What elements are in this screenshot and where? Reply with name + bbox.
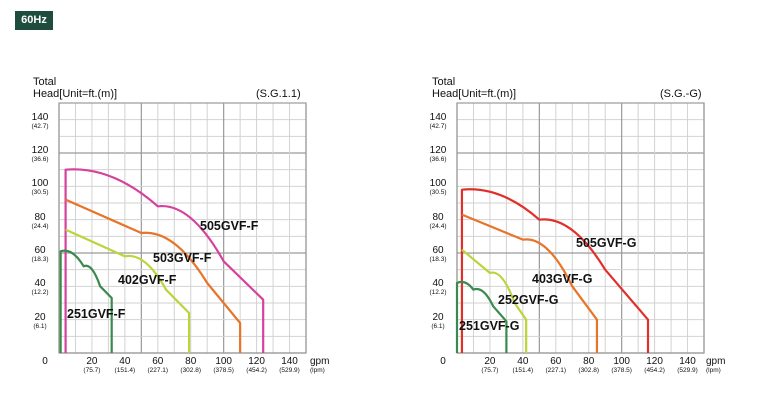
y-tick: 100 (30.5) [31, 178, 49, 197]
y-tick: 60 (18.3) [429, 245, 447, 264]
x-tick: 80 (302.8) [180, 356, 202, 375]
x-tick: 80 (302.8) [578, 356, 600, 375]
plot-1: 505GVF-G 403GVF-G 252GVF-G 251GVF-G [455, 102, 705, 354]
plot-0: 505GVF-F 503GVF-F 402GVF-F 251GVF-F [58, 102, 307, 354]
y-axis-title-line1: Total [432, 76, 456, 88]
curve-label: 505GVF-G [576, 236, 636, 250]
x-tick: 60 (227.1) [545, 356, 567, 375]
curve-label: 505GVF-F [200, 219, 259, 233]
curve-503GVF-F [65, 198, 242, 353]
x-unit: gpm (lpm) [310, 357, 329, 375]
y-tick: 80 (24.4) [429, 211, 447, 230]
curve-label: 251GVF-F [67, 307, 126, 321]
y-axis-title-line2: Head[Unit=ft.(m)] [33, 88, 118, 100]
curve-251GVF-G [455, 280, 508, 353]
curve-252GVF-G [461, 248, 528, 353]
x-tick: 40 (151.4) [114, 356, 136, 375]
y-tick: 60 (18.3) [31, 245, 49, 264]
curve-505GVF-G [460, 188, 650, 353]
curve-403GVF-G [461, 213, 599, 353]
y-tick: 20 (6.1) [33, 311, 47, 330]
y-tick: 140 (42.7) [429, 111, 447, 130]
y-axis-title: Total Head[Unit=ft.(m)] [432, 76, 516, 100]
y-tick: 40 (12.2) [429, 278, 447, 297]
y-axis-title: Total Head[Unit=ft.(m)] [33, 76, 117, 100]
x-unit: gpm (lpm) [706, 357, 725, 375]
curve-402GVF-F [65, 228, 191, 353]
curve-label: 503GVF-F [153, 251, 212, 265]
y-axis-title-line2: Head[Unit=ft.(m)] [432, 88, 517, 100]
y-tick: 140 (42.7) [31, 111, 49, 130]
y-tick: 120 (36.6) [31, 145, 49, 164]
curve-label: 252GVF-G [498, 293, 558, 307]
x-unit-gpm: gpm [706, 356, 726, 367]
specific-gravity-label: (S.G.1.1) [256, 88, 301, 100]
specific-gravity-label: (S.G.-G) [660, 88, 702, 100]
plot-frame [456, 102, 705, 354]
curve-505GVF-F [64, 168, 265, 353]
x-unit-lpm: (lpm) [706, 367, 721, 374]
x-tick-zero: 0 [42, 356, 48, 367]
x-tick: 20 (75.7) [481, 356, 499, 375]
x-tick: 120 (454.2) [644, 356, 665, 375]
x-tick-zero: 0 [440, 356, 446, 367]
x-tick: 100 (378.5) [213, 356, 234, 375]
curve-251GVF-F [59, 249, 113, 353]
y-tick: 80 (24.4) [31, 211, 49, 230]
x-tick: 20 (75.7) [83, 356, 101, 375]
x-tick: 140 (529.9) [677, 356, 698, 375]
y-tick: 20 (6.1) [431, 311, 445, 330]
x-tick: 60 (227.1) [147, 356, 169, 375]
y-tick: 100 (30.5) [429, 178, 447, 197]
x-tick: 140 (529.9) [279, 356, 300, 375]
curve-label: 251GVF-G [459, 319, 519, 333]
y-axis-title-line1: Total [33, 76, 57, 88]
curve-label: 402GVF-F [118, 273, 177, 287]
frequency-badge: 60Hz [15, 11, 53, 30]
curve-label: 403GVF-G [532, 272, 592, 286]
x-tick: 40 (151.4) [512, 356, 534, 375]
x-unit-lpm: (lpm) [310, 367, 325, 374]
y-tick: 40 (12.2) [31, 278, 49, 297]
plot-frame [58, 102, 307, 354]
y-tick: 120 (36.6) [429, 145, 447, 164]
x-tick: 120 (454.2) [246, 356, 267, 375]
x-unit-gpm: gpm [310, 356, 330, 367]
x-tick: 100 (378.5) [611, 356, 632, 375]
